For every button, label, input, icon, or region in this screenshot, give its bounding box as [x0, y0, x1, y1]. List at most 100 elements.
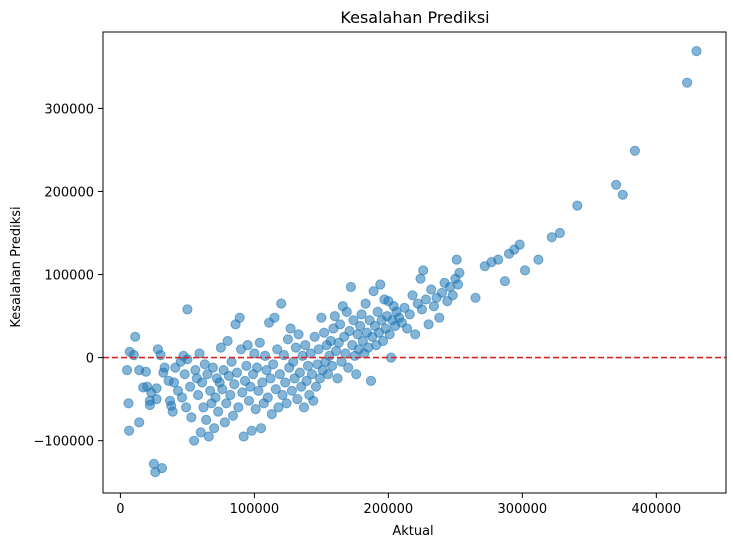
- data-point: [319, 327, 330, 338]
- data-point: [329, 311, 340, 322]
- data-point: [447, 290, 458, 301]
- data-point: [242, 340, 253, 351]
- y-tick-label: 100000: [44, 269, 94, 284]
- data-point: [428, 301, 439, 312]
- data-point: [426, 284, 437, 295]
- data-point: [229, 379, 240, 390]
- data-point: [306, 369, 318, 380]
- data-point: [294, 367, 305, 378]
- data-point: [181, 402, 192, 413]
- data-point: [276, 298, 287, 309]
- data-point: [375, 279, 386, 290]
- data-point: [219, 417, 230, 428]
- x-axis-label: Aktual: [392, 524, 433, 539]
- y-tick-label: 0: [86, 352, 94, 367]
- data-point: [257, 377, 268, 388]
- data-point: [377, 335, 389, 347]
- data-point: [245, 381, 256, 392]
- data-point: [611, 179, 622, 190]
- data-point: [277, 389, 288, 401]
- data-point: [285, 323, 296, 334]
- data-point: [313, 344, 324, 355]
- data-point: [268, 359, 279, 370]
- data-point: [327, 360, 338, 371]
- data-point: [410, 329, 421, 340]
- data-point: [237, 387, 248, 398]
- data-point: [282, 334, 293, 345]
- data-point: [217, 384, 228, 395]
- data-point: [682, 77, 693, 88]
- data-point: [261, 365, 272, 376]
- data-point: [221, 398, 232, 409]
- data-point: [227, 410, 239, 421]
- data-point: [288, 356, 299, 367]
- y-axis-label: Kesalahan Prediksi: [9, 206, 24, 327]
- data-point: [207, 362, 218, 373]
- data-point: [241, 360, 252, 371]
- data-point: [384, 329, 395, 340]
- data-point: [519, 265, 531, 276]
- data-point: [274, 369, 285, 380]
- data-point: [159, 362, 170, 373]
- data-point: [215, 342, 226, 353]
- data-point: [186, 412, 197, 423]
- data-point: [308, 395, 319, 406]
- data-point: [194, 348, 205, 359]
- data-point: [372, 306, 383, 317]
- data-point: [209, 423, 220, 434]
- data-point: [533, 254, 544, 265]
- data-point: [249, 348, 260, 359]
- data-point: [234, 312, 245, 323]
- data-point: [407, 290, 418, 301]
- data-point: [182, 354, 193, 365]
- data-point: [290, 342, 301, 353]
- data-point: [454, 267, 465, 278]
- data-point: [416, 304, 427, 315]
- data-point: [356, 309, 367, 320]
- data-point: [335, 319, 346, 330]
- data-point: [302, 360, 314, 371]
- data-point: [415, 273, 426, 284]
- data-point: [256, 423, 267, 434]
- data-point: [470, 292, 481, 303]
- data-point: [124, 425, 135, 436]
- data-point: [262, 392, 273, 403]
- data-point: [617, 189, 628, 200]
- data-point: [213, 406, 224, 417]
- data-point: [316, 312, 327, 323]
- data-point: [300, 340, 311, 351]
- data-point: [210, 392, 221, 403]
- data-point: [265, 373, 276, 384]
- data-point: [310, 381, 322, 392]
- data-point: [182, 304, 193, 315]
- data-point: [205, 385, 216, 396]
- data-point: [122, 365, 133, 376]
- data-point: [203, 431, 214, 442]
- data-point: [260, 350, 271, 361]
- data-point: [332, 373, 343, 384]
- data-point: [554, 227, 566, 239]
- data-point: [189, 435, 200, 446]
- data-point: [123, 398, 134, 409]
- data-point: [195, 427, 206, 438]
- data-point: [201, 414, 212, 425]
- data-point: [254, 337, 265, 348]
- x-tick-label: 400000: [632, 502, 682, 517]
- y-tick-label: 300000: [44, 102, 94, 117]
- data-point: [270, 384, 281, 395]
- data-point: [246, 425, 257, 436]
- data-point: [399, 302, 410, 313]
- data-point: [360, 298, 371, 309]
- data-point: [293, 329, 304, 340]
- data-point: [348, 315, 359, 326]
- data-point: [151, 394, 162, 405]
- x-tick-label: 300000: [498, 502, 548, 517]
- data-point: [343, 362, 354, 373]
- data-point: [418, 265, 429, 276]
- data-point: [341, 306, 352, 317]
- data-point: [309, 331, 320, 342]
- data-point: [345, 281, 356, 293]
- data-point: [197, 377, 208, 388]
